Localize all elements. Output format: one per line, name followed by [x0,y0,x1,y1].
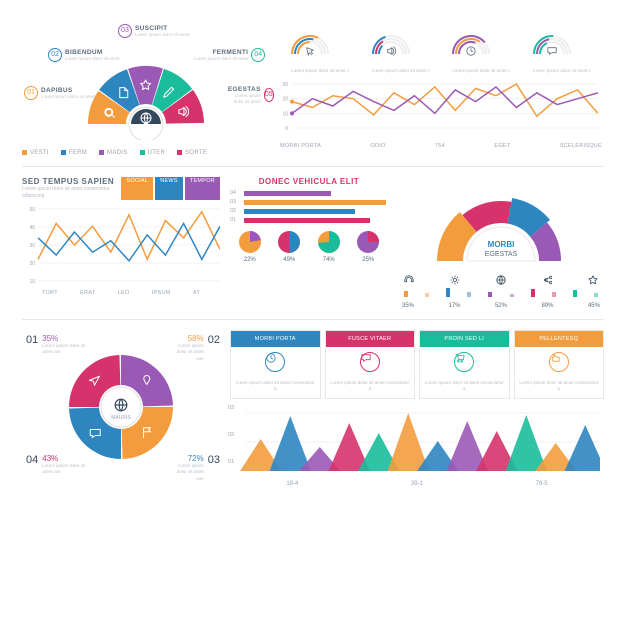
svg-text:0: 0 [285,126,288,132]
sparks-xlabels: MORBI PORTAODIO754EGETSCELERISQUE [278,143,604,149]
card-1: FUSCE VITAERLorem ipsum dolor sit amet c… [325,330,416,399]
tri-yticks: 030201 [228,405,242,465]
svg-text:10: 10 [29,279,35,285]
tri-xlabels: 18-439-178-5 [230,481,604,487]
line-sub: Lorem ipsum dolor sit amet consectetur a… [22,186,121,200]
fan-svg [22,24,270,140]
gauge-3: Lorem ipsum dolor sit amet c [524,26,600,74]
line-tags: SOCIALNEWSTEMPOR [121,177,220,200]
spark-chart: 0 10 20 30 [278,80,604,142]
separator [22,319,604,320]
separator [22,166,604,167]
triangle-chart: 030201 [230,405,604,477]
gear-icon [450,275,460,285]
svg-text:50: 50 [29,207,35,213]
line-title: SED TEMPUS SAPIEN [22,177,121,186]
svg-text:30: 30 [29,243,35,249]
svg-text:EGESTAS: EGESTAS [485,251,518,258]
hbar-0: 04 [230,190,388,196]
svg-text:40: 40 [29,225,35,231]
fan-item-04: 04FERMENTILorem ipsum dolor sit amet [194,48,265,62]
star-icon [588,275,598,285]
svg-text:MORBI: MORBI [488,240,515,249]
wheel-q-02: 0258%Lorem ipsum dolor sit amet con [172,334,220,362]
svg-text:30: 30 [282,82,288,88]
wheel-chart: MAURIS 0135%Lorem ipsum dolor sit amet c… [22,330,220,492]
arc-bars [398,287,604,297]
mini-pie-1: 49% [276,229,302,263]
hbar-title: DONEC VEHICULA ELIT [230,177,388,186]
fan-item-02: 02BIBENDUMLorem ipsum dolor sit amet [48,48,119,62]
wheel-q-03: 0372%Lorem ipsum dolor sit amet con [172,454,220,482]
svg-text:MAURIS: MAURIS [111,415,131,421]
arc-panel: MORBI EGESTAS 35%17%52%89%45% [398,177,604,309]
mini-pies: 22% 49% 74% 25% [230,229,388,263]
card-3: PELLENTESQLorem ipsum dolor sit amet con… [514,330,605,399]
cards-row: MORBI PORTALorem ipsum dolor sit amet co… [230,330,604,399]
arc-icons [398,275,604,285]
hbar-3: 01 [230,217,388,223]
gauge-row: Lorem ipsum dolor sit amet cLorem ipsum … [278,24,604,76]
share-icon [542,275,552,285]
hbar-2: 02 [230,208,388,214]
globe-icon [496,275,506,285]
svg-text:10: 10 [282,112,288,118]
wheel-q-01: 0135%Lorem ipsum dolor sit amet con [26,334,86,356]
wheel-q-04: 0443%Lorem ipsum dolor sit amet con [26,454,86,476]
fan-item-05: 05EGESTASLorem ipsum dolor sit amet [224,86,274,105]
hbar-1: 03 [230,199,388,205]
headset-icon [404,275,414,285]
gauges-and-sparks: Lorem ipsum dolor sit amet cLorem ipsum … [278,24,604,156]
mini-pie-2: 74% [316,229,342,263]
fan-item-03: 03SUSCIPITLorem ipsum dolor sit amet [118,24,189,38]
arc-pcts: 35%17%52%89%45% [398,303,604,309]
gauge-0: Lorem ipsum dolor sit amet c [282,26,358,74]
cards-and-triangles: MORBI PORTALorem ipsum dolor sit amet co… [230,330,604,492]
hbar-pie-panel: DONEC VEHICULA ELIT 04 03 02 01 22% 49% 74% 25… [230,177,388,309]
line-xlabels: TORTERATLEOIPSUMAT [22,290,220,296]
mini-pie-0: 22% [237,229,263,263]
mini-pie-3: 25% [355,229,381,263]
half-fan-chart: 01DAPIBUSLorem ipsum dolor sit amet 02BIB… [22,24,270,156]
card-0: MORBI PORTALorem ipsum dolor sit amet co… [230,330,321,399]
line-panel: SED TEMPUS SAPIEN Lorem ipsum dolor sit … [22,177,220,309]
hbars: 04 03 02 01 [230,190,388,223]
gauge-2: Lorem ipsum dolor sit amet c [443,26,519,74]
svg-text:20: 20 [282,97,288,103]
gauge-1: Lorem ipsum dolor sit amet c [363,26,439,74]
svg-text:20: 20 [29,261,35,267]
card-2: PROIN SED LILorem ipsum dolor sit amet c… [419,330,510,399]
fan-legend: VESTIFERMMADISUTERSORTE [22,150,207,156]
fan-item-01: 01DAPIBUSLorem ipsum dolor sit amet [24,86,95,100]
